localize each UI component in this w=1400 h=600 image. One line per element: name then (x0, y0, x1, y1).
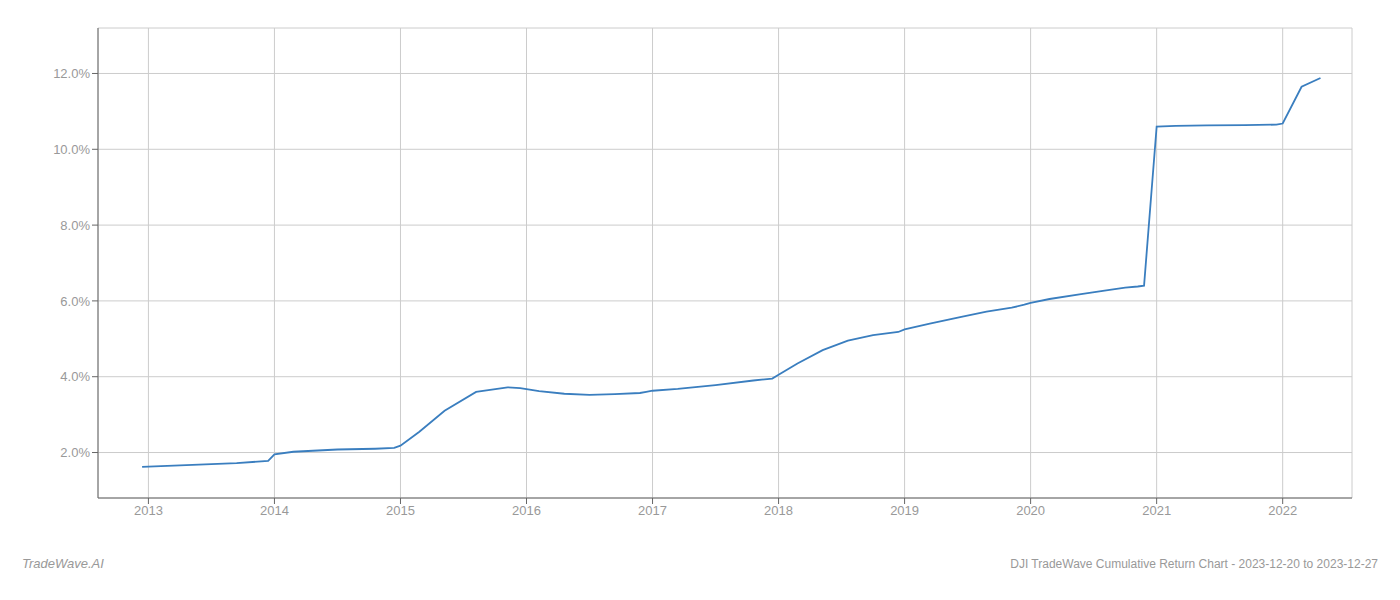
svg-text:2022: 2022 (1268, 503, 1297, 518)
html-text:TradeWave.AI: TradeWave.AI (22, 556, 104, 571)
svg-text:2016: 2016 (512, 503, 541, 518)
svg-text:4.0%: 4.0% (60, 369, 90, 384)
svg-text:12.0%: 12.0% (53, 66, 90, 81)
svg-text:2021: 2021 (1142, 503, 1171, 518)
svg-text:2020: 2020 (1016, 503, 1045, 518)
svg-text:2019: 2019 (890, 503, 919, 518)
svg-text:2013: 2013 (134, 503, 163, 518)
svg-text:2.0%: 2.0% (60, 445, 90, 460)
svg-text:8.0%: 8.0% (60, 218, 90, 233)
svg-text:2014: 2014 (260, 503, 289, 518)
svg-text:2017: 2017 (638, 503, 667, 518)
svg-text:6.0%: 6.0% (60, 294, 90, 309)
svg-text:10.0%: 10.0% (53, 142, 90, 157)
svg-text:2018: 2018 (764, 503, 793, 518)
html-text:DJI TradeWave Cumulative Retur: DJI TradeWave Cumulative Return Chart - … (1010, 557, 1378, 571)
svg-text:2015: 2015 (386, 503, 415, 518)
